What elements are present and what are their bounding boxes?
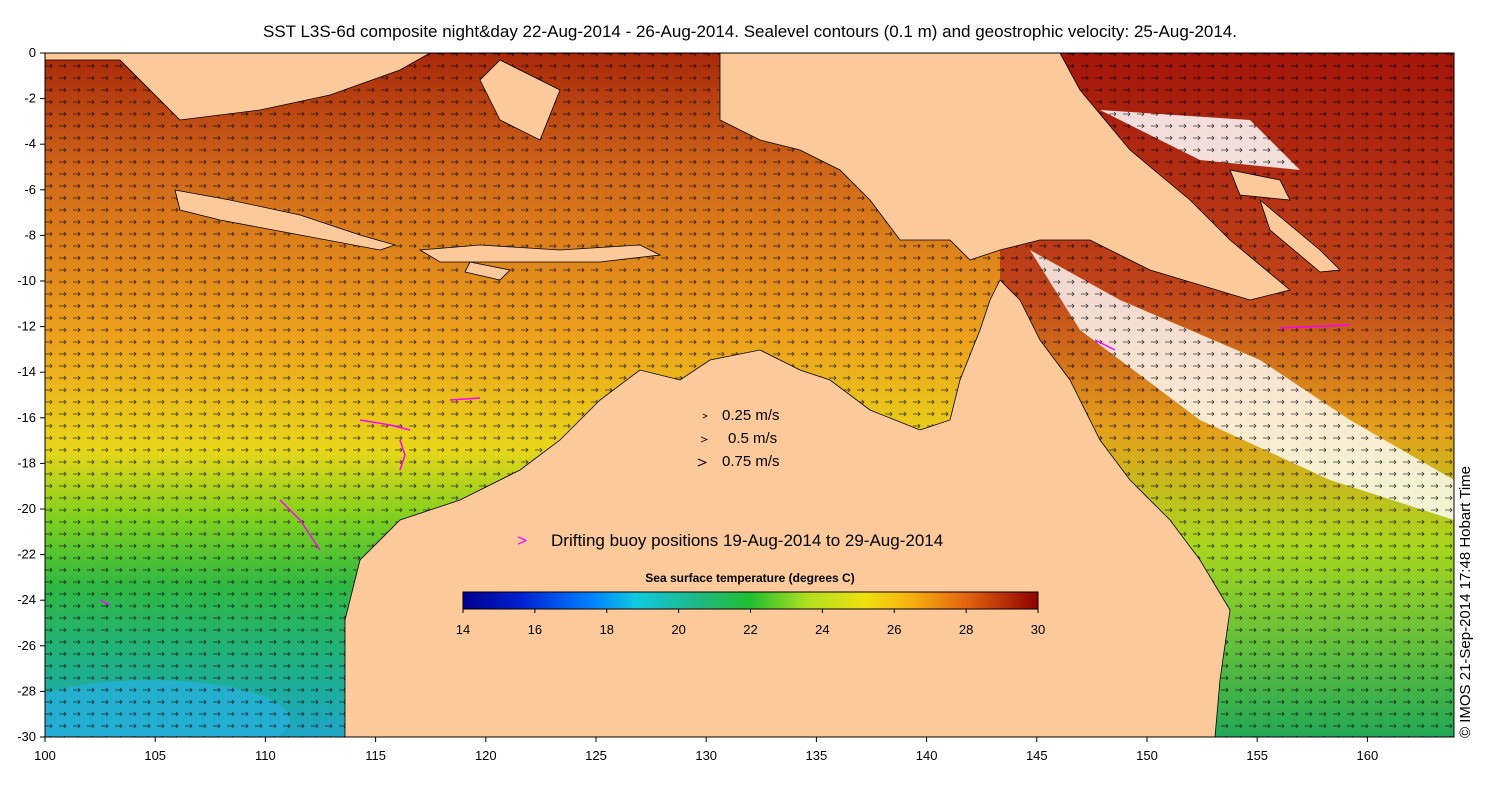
colorbar-tick-label: 24 [815, 622, 829, 637]
land-solomon-islands [1259, 198, 1341, 273]
colorbar-tick-label: 18 [600, 622, 614, 637]
y-tick-label: -4 [24, 136, 36, 151]
y-tick-label: -2 [24, 91, 36, 106]
y-tick-label: -6 [24, 182, 36, 197]
y-tick-label: -28 [17, 683, 36, 698]
x-tick-label: 150 [1136, 748, 1158, 763]
colorbar-tick-label: 22 [743, 622, 757, 637]
buoy-symbol: > [517, 531, 527, 550]
y-tick-label: -8 [24, 227, 36, 242]
velocity-legend: 0.25 m/s 0.5 m/s 0.75 m/s [697, 407, 780, 470]
x-tick-label: 100 [34, 748, 56, 763]
colorbar-tick-label: 26 [887, 622, 901, 637]
land-timor [464, 261, 511, 281]
buoy-tracks [99, 324, 1351, 606]
y-tick-label: -12 [17, 319, 36, 334]
colorbar-ticks: 14 16 18 20 22 24 26 28 30 [456, 609, 1045, 637]
y-tick-label: -24 [17, 592, 36, 607]
x-tick-label: 120 [475, 748, 497, 763]
y-tick-label: -18 [17, 455, 36, 470]
map-title: SST L3S-6d composite night&day 22-Aug-20… [263, 22, 1237, 41]
x-axis: 100 105 110 115 120 125 130 135 140 145 150 155 160 [34, 737, 1378, 763]
velocity-legend-item-2: 0.75 m/s [697, 453, 780, 470]
land-borneo [45, 53, 431, 121]
y-tick-label: -16 [17, 410, 36, 425]
y-tick-label: -14 [17, 364, 36, 379]
colorbar-tick-label: 20 [671, 622, 685, 637]
land-australia [344, 279, 1231, 737]
y-tick-label: 0 [29, 45, 36, 60]
colorbar-title: Sea surface temperature (degrees C) [645, 571, 854, 585]
colorbar-tick-label: 28 [959, 622, 973, 637]
velocity-label-1: 0.5 m/s [728, 430, 777, 447]
land-new-britain [1229, 169, 1291, 201]
velocity-label-2: 0.75 m/s [722, 453, 780, 470]
credit-text: © IMOS 21-Sep-2014 17:48 Hobart Time [1457, 466, 1474, 738]
velocity-legend-item-1: 0.5 m/s [700, 430, 777, 447]
land-new-guinea [719, 53, 1291, 301]
colorbar: Sea surface temperature (degrees C) 14 16… [456, 571, 1045, 637]
y-tick-label: -10 [17, 273, 36, 288]
colorbar-gradient [462, 591, 1039, 610]
land-java [174, 189, 397, 251]
land-sulawesi [479, 59, 561, 141]
velocity-legend-item-0: 0.25 m/s [702, 407, 780, 424]
colorbar-tick-label: 14 [456, 622, 470, 637]
y-tick-label: -20 [17, 501, 36, 516]
x-tick-label: 135 [806, 748, 828, 763]
y-tick-label: -22 [17, 547, 36, 562]
x-tick-label: 160 [1357, 748, 1379, 763]
plot-frame [44, 52, 1455, 738]
x-tick-label: 105 [144, 748, 166, 763]
x-tick-label: 115 [365, 748, 386, 763]
buoy-label: Drifting buoy positions 19-Aug-2014 to 2… [551, 531, 943, 550]
colorbar-tick-label: 30 [1031, 622, 1045, 637]
velocity-label-0: 0.25 m/s [722, 407, 780, 424]
x-tick-label: 145 [1026, 748, 1048, 763]
buoy-legend: > Drifting buoy positions 19-Aug-2014 to… [517, 531, 943, 550]
x-tick-label: 155 [1246, 748, 1268, 763]
y-axis: 0 -2 -4 -6 -8 -10 -12 -14 -16 -18 -20 -22 -24 -26 -28 -… [17, 45, 45, 744]
x-tick-label: 140 [916, 748, 938, 763]
y-tick-label: -30 [17, 729, 36, 744]
x-tick-label: 110 [255, 748, 276, 763]
land-lesser-sunda [418, 244, 662, 263]
x-tick-label: 130 [695, 748, 717, 763]
y-tick-label: -26 [17, 638, 36, 653]
x-tick-label: 125 [585, 748, 607, 763]
colorbar-tick-label: 16 [528, 622, 542, 637]
